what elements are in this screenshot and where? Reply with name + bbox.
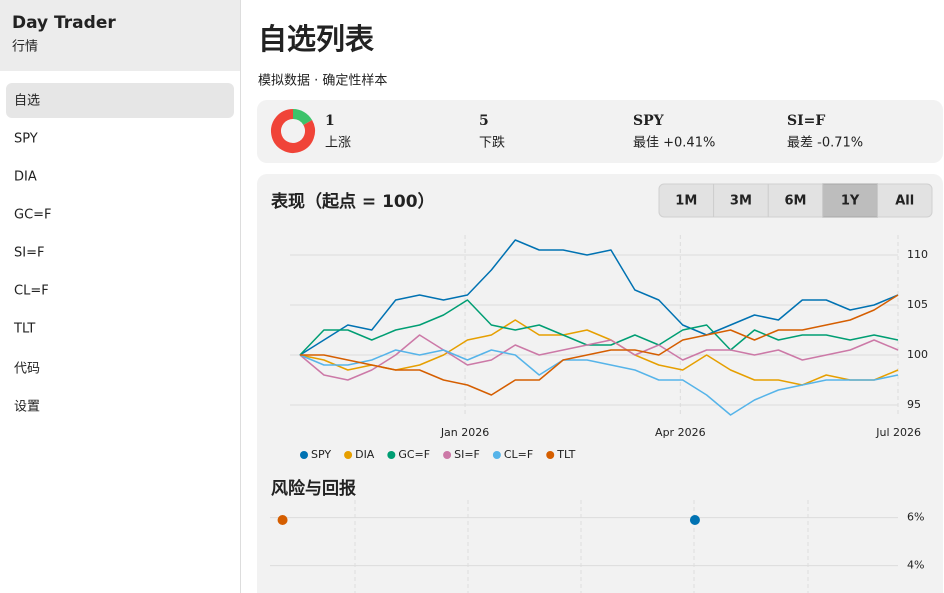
nav-label[interactable]: 设置 [14,400,40,415]
x-tick-label: Jul 2026 [875,426,921,439]
best-symbol: SPY [633,113,665,129]
y-tick-label: 100 [907,348,928,361]
series-line [300,294,899,396]
x-tick-label: Jan 2026 [440,426,489,439]
range-button[interactable]: 3M [713,184,752,217]
legend-label: SI=F [454,448,480,461]
series-line [299,239,899,356]
worst-label: 最差 -0.71% [787,136,863,151]
app-title: Day Trader [12,13,116,33]
y-tick-label: 95 [907,398,921,411]
nav-label[interactable]: CL=F [14,284,49,299]
nav-item[interactable]: SPY [14,132,38,147]
range-label[interactable]: 6M [785,194,807,209]
nav-label[interactable]: SI=F [14,246,44,261]
chart-card [257,174,943,593]
legend-label: GC=F [398,448,430,461]
nav-label[interactable]: SPY [14,132,38,147]
page-subtitle: 模拟数据 · 确定性样本 [258,74,387,89]
x-tick-label: Apr 2026 [655,426,706,439]
legend-swatch [344,451,353,459]
legend-swatch [387,451,396,459]
donut-down [271,109,315,153]
best-label: 最佳 +0.41% [633,136,715,151]
performance-chart: 95 100 105 110 Jan 2026 Apr 2026 Jul 2026 SPY DI… [290,235,928,461]
down-label: 下跌 [479,135,505,151]
range-label[interactable]: 3M [730,194,752,209]
range-button[interactable]: All [876,184,914,217]
scatter-point [277,515,288,525]
y-tick-label: 110 [907,248,928,261]
range-active-bg [822,183,878,218]
legend-swatch [546,451,555,459]
scatter-point [689,515,700,525]
nav-item[interactable]: 自选 [6,83,234,118]
chart-title: 表现（起点 = 100） [271,191,435,212]
series-line [299,349,899,416]
range-label[interactable]: All [895,194,914,209]
range-label[interactable]: 1Y [841,194,860,209]
nav-label[interactable]: 自选 [14,94,40,109]
nav-label[interactable]: DIA [14,170,37,185]
y-tick-label: 105 [907,298,928,311]
legend-swatch [300,451,308,459]
app-subtitle: 行情 [12,40,38,55]
range-label[interactable]: 1M [675,194,697,209]
legend-swatch [443,451,452,459]
nav-item[interactable]: SI=F [14,246,44,261]
y-tick-label: 4% [907,559,924,572]
up-count: 1 [325,113,335,129]
chart-title: 风险与回报 [271,478,356,499]
nav-item[interactable]: GC=F [14,208,52,223]
up-label: 上涨 [325,136,351,151]
summary-card [257,100,943,163]
sidebar-header [0,0,240,71]
worst-symbol: SI=F [787,113,825,129]
range-button[interactable]: 1Y [822,183,878,218]
nav-item[interactable]: CL=F [14,284,49,299]
nav-label[interactable]: GC=F [14,208,52,223]
series-line [299,299,899,356]
legend-label: SPY [311,448,331,461]
range-button[interactable]: 1M [675,194,697,209]
nav-item[interactable]: TLT [13,322,35,337]
nav-active-bg [6,83,234,118]
page-title: 自选列表 [258,22,374,56]
range-selector: 1M 3M 6M 1Y All [658,183,933,218]
nav-label[interactable]: TLT [13,322,35,337]
legend-label: DIA [355,448,375,461]
nav-item[interactable]: 设置 [14,400,40,415]
series-line [299,334,899,381]
legend-label: CL=F [504,448,533,461]
donut [271,109,315,153]
risk-return-chart: 6% 4% [270,500,924,593]
nav-label[interactable]: 代码 [14,362,40,377]
down-count: 5 [479,113,489,129]
nav-item[interactable]: DIA [14,170,37,185]
legend-swatch [492,451,501,459]
donut-up [292,109,313,126]
y-tick-label: 6% [907,511,924,524]
series-line [299,319,899,386]
range-button[interactable]: 6M [767,184,807,217]
nav-item[interactable]: 代码 [14,362,40,377]
legend-label: TLT [556,448,575,461]
